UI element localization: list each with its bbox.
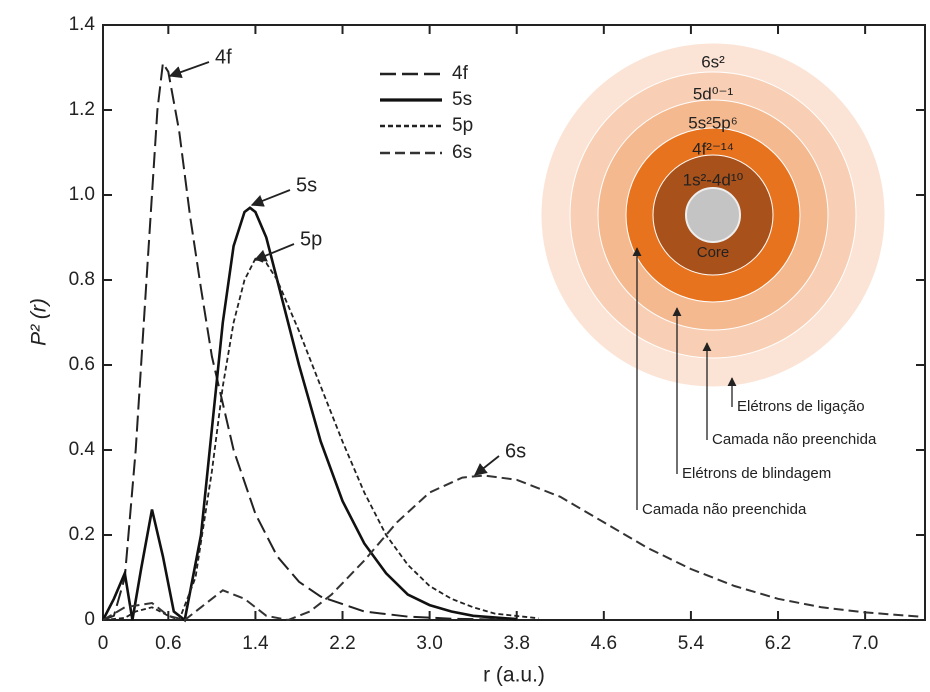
legend-label: 5s bbox=[452, 89, 472, 110]
shell-label: 6s² bbox=[701, 52, 725, 71]
x-tick-label: 5.4 bbox=[678, 633, 705, 654]
shell-description: Camada não preenchida bbox=[642, 501, 807, 518]
legend-label: 6s bbox=[452, 142, 472, 163]
series-line bbox=[102, 257, 539, 622]
x-tick-label: 6.2 bbox=[765, 633, 791, 654]
series-line bbox=[102, 60, 495, 621]
x-tick-label: 3.8 bbox=[504, 633, 530, 654]
x-tick-label: 0.6 bbox=[155, 633, 181, 654]
shell-label: 4f²⁻¹⁴ bbox=[692, 139, 734, 158]
x-tick-label: 3.0 bbox=[416, 633, 442, 654]
y-tick-label: 1.4 bbox=[69, 14, 96, 35]
y-tick-label: 0.6 bbox=[69, 354, 95, 375]
shell-description: Elétrons de ligação bbox=[737, 398, 865, 415]
y-axis-label: P² (r) bbox=[28, 298, 51, 346]
x-tick-label: 7.0 bbox=[852, 633, 878, 654]
annotation: 4f bbox=[215, 46, 232, 68]
y-tick-label: 1.2 bbox=[69, 99, 95, 120]
y-tick-label: 0 bbox=[84, 609, 95, 630]
series-line bbox=[101, 206, 517, 623]
annotation: 5p bbox=[300, 228, 322, 250]
y-tick-label: 0.8 bbox=[69, 269, 95, 290]
x-axis-label: r (a.u.) bbox=[483, 664, 545, 687]
series-line bbox=[102, 474, 920, 622]
y-tick-label: 0.4 bbox=[69, 439, 96, 460]
x-tick-label: 2.2 bbox=[329, 633, 355, 654]
x-tick-label: 0 bbox=[98, 633, 109, 654]
annotation-arrow bbox=[250, 189, 291, 207]
shell-label: 5d⁰⁻¹ bbox=[693, 84, 734, 103]
shell-description: Camada não preenchida bbox=[712, 431, 877, 448]
y-tick-label: 0.2 bbox=[69, 524, 95, 545]
shell-label: 5s²5p⁶ bbox=[688, 113, 738, 132]
x-tick-label: 4.6 bbox=[591, 633, 617, 654]
annotation: 5s bbox=[296, 174, 317, 196]
nucleus bbox=[685, 187, 741, 243]
shell-label: 1s²-4d¹⁰ bbox=[683, 170, 744, 189]
annotation-arrow bbox=[474, 455, 500, 476]
y-tick-label: 1.0 bbox=[69, 184, 95, 205]
annotation: 6s bbox=[505, 440, 526, 462]
legend-label: 4f bbox=[452, 63, 469, 84]
shell-label: Core bbox=[697, 244, 730, 261]
annotation-arrow bbox=[253, 243, 295, 262]
annotation-arrow bbox=[168, 61, 210, 79]
legend-label: 5p bbox=[452, 115, 473, 136]
shell-description: Elétrons de blindagem bbox=[682, 465, 831, 482]
x-tick-label: 1.4 bbox=[242, 633, 269, 654]
